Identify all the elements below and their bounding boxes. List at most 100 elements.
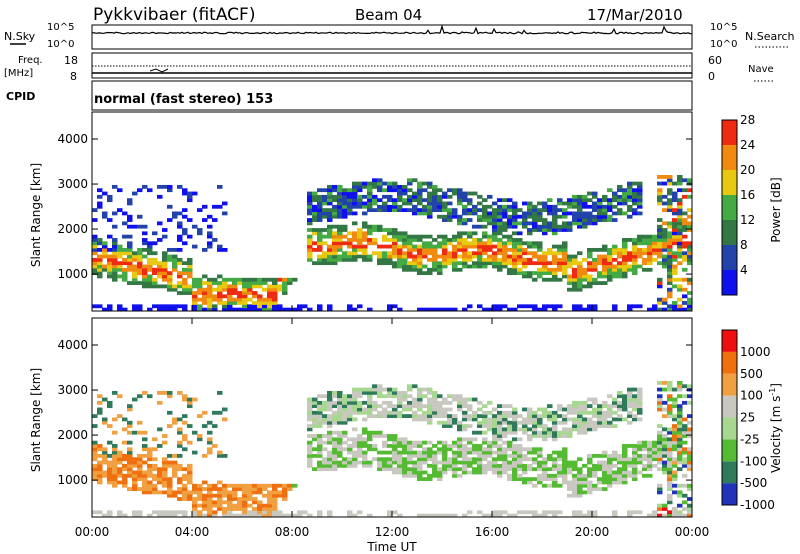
velocity-cell: [117, 470, 123, 475]
velocity-cell: [512, 420, 518, 425]
power-cell: [687, 247, 693, 252]
power-cell: [372, 251, 378, 256]
power-cell: [537, 307, 543, 312]
power-cell: [307, 241, 313, 246]
power-cell: [512, 204, 518, 209]
power-cell: [582, 274, 588, 279]
power-cell: [572, 254, 578, 259]
velocity-cell: [437, 447, 443, 452]
velocity-cell: [497, 473, 503, 478]
velocity-cell: [542, 483, 548, 488]
velocity-cell: [232, 497, 238, 501]
power-cell: [397, 307, 403, 312]
power-cell: [352, 201, 358, 206]
power-cell: [207, 244, 213, 249]
velocity-cell: [532, 430, 538, 435]
velocity-cell: [427, 447, 433, 452]
power-cell: [252, 291, 258, 295]
power-cell: [437, 271, 443, 276]
velocity-cell: [462, 400, 468, 405]
power-cell: [152, 231, 158, 236]
power-cell: [632, 238, 638, 242]
power-cell: [592, 264, 598, 269]
velocity-cell: [617, 404, 623, 409]
velocity-cell: [687, 497, 693, 501]
velocity-cell: [507, 477, 513, 482]
power-cell: [447, 218, 453, 222]
velocity-cell: [337, 430, 343, 435]
velocity-cell: [532, 513, 538, 518]
velocity-cell: [657, 503, 663, 508]
power-cell: [527, 204, 533, 209]
power-cell: [397, 191, 403, 196]
velocity-cell: [377, 434, 383, 438]
velocity-cell: [682, 463, 688, 468]
power-cell: [392, 181, 398, 186]
power-cell: [402, 198, 408, 203]
velocity-cell: [567, 463, 573, 468]
velocity-cell: [202, 424, 208, 428]
velocity-cell: [357, 434, 363, 438]
power-cell: [527, 231, 533, 236]
velocity-cell: [467, 447, 473, 452]
velocity-cell: [627, 400, 633, 405]
velocity-cell: [507, 410, 513, 415]
power-cell: [132, 267, 138, 272]
power-cell: [567, 198, 573, 203]
power-cell: [327, 218, 333, 222]
velocity-cell: [127, 470, 133, 475]
power-cell: [612, 247, 618, 252]
power-cell: [177, 281, 183, 285]
velocity-cell: [687, 430, 693, 435]
velocity-cell: [127, 424, 133, 428]
power-cell: [447, 251, 453, 256]
velocity-cell: [202, 480, 208, 485]
power-cell: [422, 204, 428, 209]
power-cell: [117, 264, 123, 269]
velocity-cell: [612, 510, 618, 515]
velocity-cell: [402, 390, 408, 395]
velocity-cell: [317, 420, 323, 425]
velocity-cell: [607, 463, 613, 468]
velocity-cell: [622, 397, 628, 402]
velocity-cell: [312, 453, 318, 458]
power-cell: [362, 247, 368, 252]
velocity-cell: [387, 437, 393, 442]
power-cell: [592, 247, 598, 252]
velocity-cell: [202, 493, 208, 498]
velocity-cell: [657, 437, 663, 442]
power-cell: [172, 211, 178, 216]
power-cell: [317, 241, 323, 246]
power-cell: [607, 267, 613, 272]
power-cell: [677, 228, 683, 232]
velocity-cell: [97, 460, 103, 465]
power-cell: [542, 218, 548, 222]
power-cell: [307, 211, 313, 216]
velocity-cell: [532, 477, 538, 482]
power-cell: [237, 294, 243, 299]
velocity-cell: [182, 477, 188, 482]
power-cell: [472, 261, 478, 266]
power-cell: [287, 307, 293, 312]
power-cell: [572, 281, 578, 285]
power-cell: [667, 274, 673, 279]
velocity-cell: [402, 440, 408, 445]
velocity-cell: [337, 463, 343, 468]
velocity-cell: [337, 434, 343, 438]
velocity-cell: [527, 457, 533, 462]
velocity-cell: [497, 424, 503, 428]
velocity-cell: [687, 414, 693, 418]
power-cell: [482, 218, 488, 222]
velocity-cell: [162, 390, 168, 395]
velocity-cell: [492, 437, 498, 442]
power-colorbar-label: Power [dB]: [769, 177, 783, 242]
power-cell: [587, 247, 593, 252]
power-cell: [327, 191, 333, 196]
velocity-cell: [307, 417, 313, 422]
power-cell: [282, 277, 288, 282]
velocity-cell: [167, 487, 173, 491]
power-cell: [122, 307, 128, 312]
power-cell: [347, 231, 353, 236]
velocity-cell: [667, 384, 673, 389]
velocity-cell: [207, 513, 213, 518]
